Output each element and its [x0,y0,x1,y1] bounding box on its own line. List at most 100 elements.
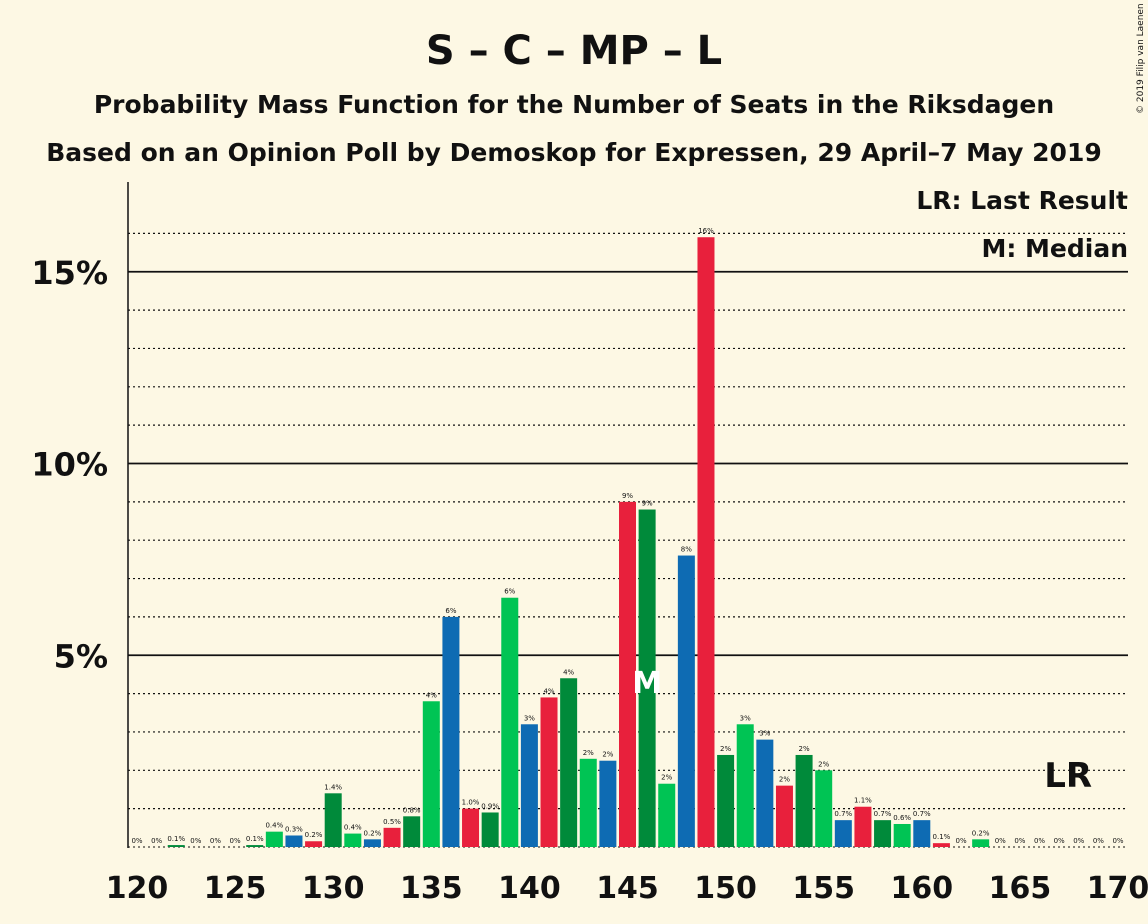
bar-seat-155 [815,770,833,847]
bar-seat-154 [795,754,813,847]
bar-seat-143 [579,758,597,847]
bar-seat-158 [874,820,892,847]
bar-value-label: 0.4% [265,822,283,830]
bar-value-label: 2% [661,774,672,782]
bar-value-label: 0% [995,837,1006,845]
bars [167,237,990,848]
bar-seat-160 [913,820,931,847]
x-tick-label: 145 [596,871,659,906]
bar-value-label: 0% [190,837,201,845]
bar-value-label: 9% [642,500,653,508]
bar-value-label: 1.4% [324,783,342,791]
bar-seat-137 [462,808,480,847]
x-tick-label: 150 [694,871,757,906]
bar-seat-138 [481,812,499,847]
bar-value-label: 0% [1112,837,1123,845]
bar-value-label: 4% [426,691,437,699]
bar-labels: 0% 0% 0.1% 0% 0% 0% 0.1%0.4% 0.3%0.2%1.4%0.4%0.… [131,227,1123,845]
bar-seat-139 [501,597,519,847]
legend-last-result: LR: Last Result [916,186,1128,215]
bar-value-label: 2% [583,749,594,757]
bar-value-label: 0% [151,837,162,845]
bar-value-label: 6% [504,588,515,596]
x-tick-label: 130 [302,871,365,906]
bar-seat-130 [324,793,342,847]
median-marker: M [632,666,662,701]
x-tick-label: 125 [204,871,267,906]
bar-value-label: 0.2% [972,829,990,837]
bar-value-label: 0.1% [933,833,951,841]
bar-value-label: 0.4% [344,824,362,832]
legend-median: M: Median [981,234,1128,263]
bar-seat-152 [756,739,774,847]
bar-seat-135 [422,701,440,847]
x-tick-label: 155 [792,871,855,906]
bar-value-label: 0% [1054,837,1065,845]
bar-value-label: 2% [799,745,810,753]
bar-seat-136 [442,616,460,847]
bar-value-label: 0.7% [913,810,931,818]
bar-seat-159 [893,823,911,847]
x-tick-label: 120 [106,871,169,906]
bar-seat-131 [344,833,362,847]
bar-value-label: 0.6% [893,814,911,822]
bar-seat-157 [854,806,872,847]
bar-value-label: 3% [740,714,751,722]
x-tick-label: 140 [498,871,561,906]
markers: M LR [632,666,1092,796]
bar-value-label: 0% [131,837,142,845]
bar-seat-128 [285,835,303,847]
bar-value-label: 3% [524,714,535,722]
bar-value-label: 0% [1073,837,1084,845]
bar-seat-140 [520,724,538,847]
y-tick-label: 10% [31,446,108,484]
y-tick-label: 5% [54,637,108,675]
last-result-marker: LR [1044,756,1092,796]
bar-seat-144 [599,760,617,847]
x-tick-label: 170 [1087,871,1148,906]
y-tick-label: 15% [31,254,108,292]
bar-seat-149 [697,237,715,848]
bar-value-label: 0.1% [246,835,264,843]
bar-value-label: 3% [759,730,770,738]
x-tick-label: 165 [989,871,1052,906]
bar-value-label: 6% [445,607,456,615]
bar-seat-134 [403,816,421,847]
bar-value-label: 0.3% [285,825,303,833]
bar-seat-133 [383,827,401,847]
bar-value-label: 0.1% [167,835,185,843]
bar-seat-145 [619,501,636,847]
bar-seat-151 [736,724,754,847]
bar-seat-146 [638,509,656,847]
x-tick-label: 160 [890,871,953,906]
copyright-notice: © 2019 Filip van Laenen [1136,3,1146,114]
bar-value-label: 0.7% [834,810,852,818]
bar-value-label: 0.2% [364,829,382,837]
bar-value-label: 2% [779,776,790,784]
chart-title: S – C – MP – L [426,28,722,74]
bar-value-label: 0% [1034,837,1045,845]
bar-seat-126 [246,845,264,847]
bar-value-label: 8% [681,546,692,554]
bar-value-label: 2% [720,745,731,753]
bar-value-label: 0.8% [403,806,421,814]
bar-seat-163 [972,839,990,847]
y-axis-ticks: 5% 10% 15% [31,254,108,676]
bar-seat-129 [305,841,323,847]
bar-value-label: 2% [602,751,613,759]
bar-seat-132 [363,839,381,847]
bar-seat-156 [834,820,852,847]
bar-value-label: 0.5% [383,818,401,826]
bar-value-label: 1.1% [854,797,872,805]
bar-value-label: 0% [230,837,241,845]
bar-value-label: 16% [698,227,714,235]
x-axis-ticks: 120 125 130 135 140 145 150 155 160 165 170 [106,871,1148,906]
bar-seat-150 [717,754,735,847]
bar-seat-148 [677,555,695,847]
bar-seat-122 [167,845,185,847]
bar-value-label: 4% [563,668,574,676]
bar-value-label: 0% [955,837,966,845]
bar-seat-161 [932,843,950,847]
bar-value-label: 0.9% [481,802,499,810]
